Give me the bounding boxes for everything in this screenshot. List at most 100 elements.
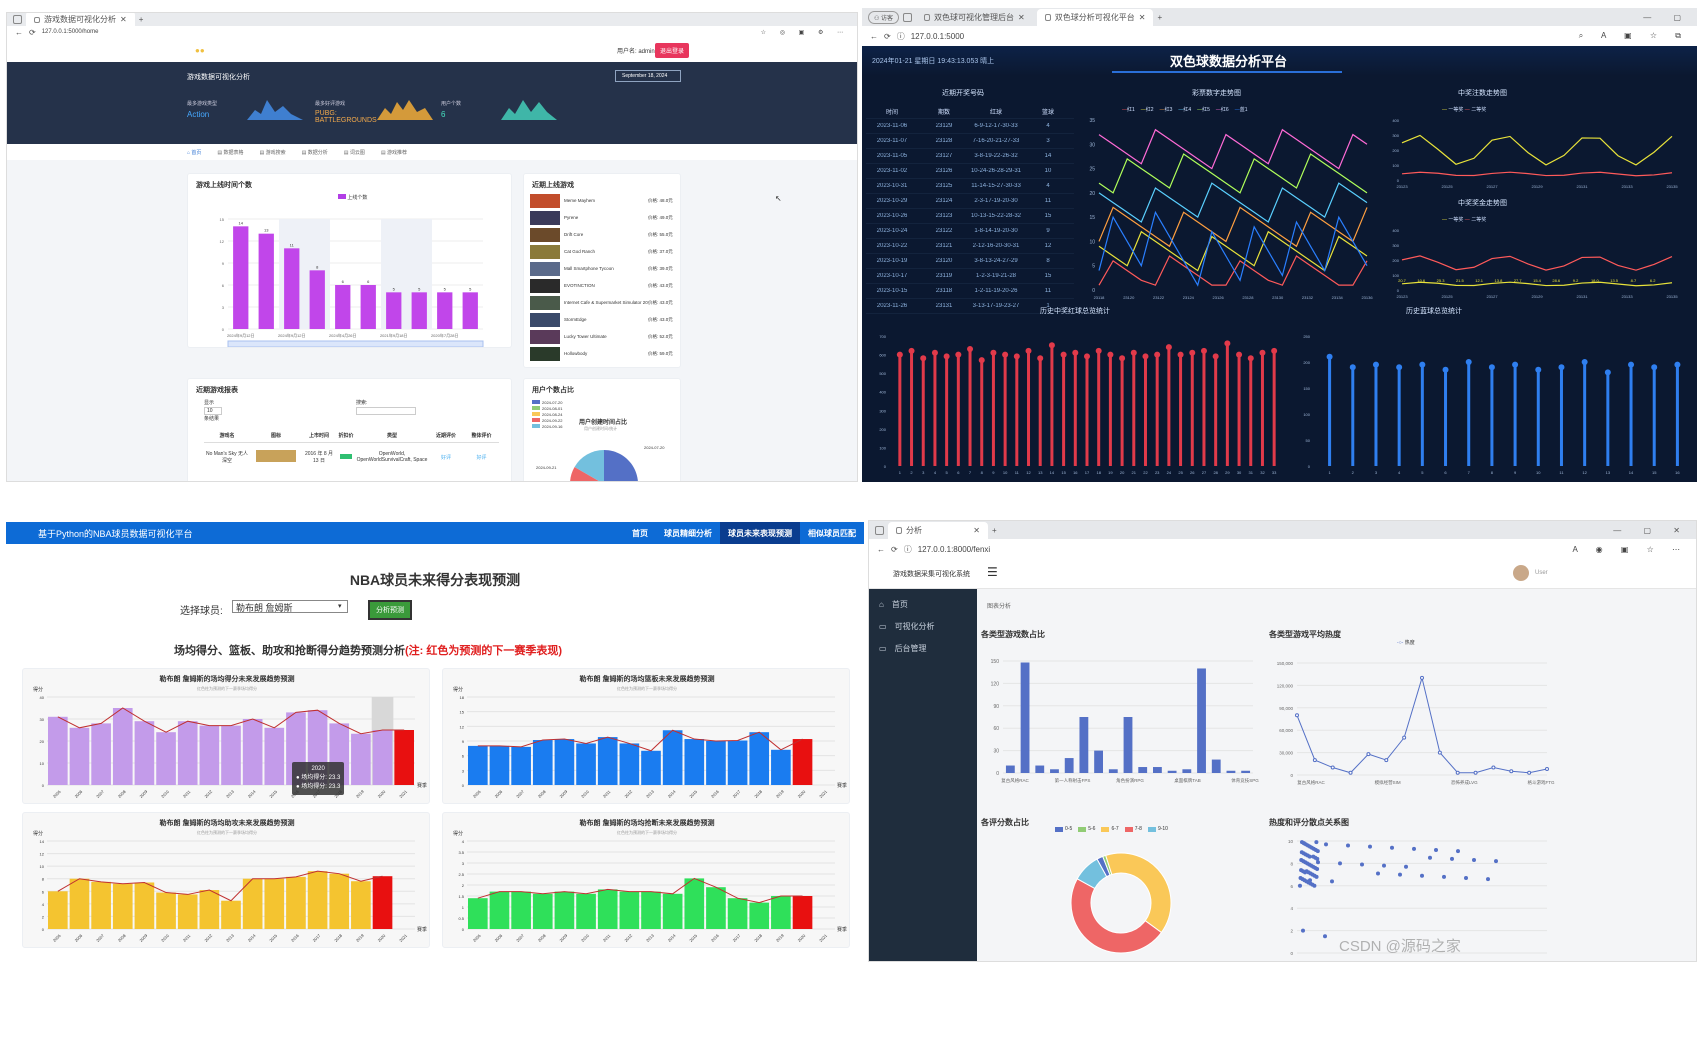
date-picker[interactable]: September 18, 2024	[615, 70, 681, 82]
legend-swatch	[532, 424, 540, 428]
list-item[interactable]: Mall Smartphone Tycoon 价格: 39.0元	[530, 260, 678, 277]
reload-icon[interactable]: ⟳	[884, 31, 891, 41]
back-icon[interactable]: ←	[870, 31, 878, 41]
table-row[interactable]: 2023-10-15 23118 1-2-11-19-20-26 11	[866, 284, 1074, 299]
new-tab-icon[interactable]: +	[138, 15, 144, 24]
reload-icon[interactable]: ⟳	[891, 544, 898, 554]
nav-analysis[interactable]: 球员精细分析	[664, 528, 712, 538]
q2-tab-2[interactable]: 双色球分析可视化平台 ✕	[1036, 8, 1154, 26]
back-icon[interactable]: ←	[877, 544, 885, 554]
q4-tab[interactable]: 分析 ✕	[888, 521, 988, 539]
data-point	[1330, 879, 1334, 884]
x-tick-label: 2020	[797, 932, 807, 942]
table-row[interactable]: 2023-10-24 23122 1-8-14-19-20-30 9	[866, 224, 1074, 239]
reload-icon[interactable]: ⟳	[29, 27, 36, 37]
profile-chip[interactable]: ⚇ 访客	[868, 10, 900, 24]
list-item[interactable]: Cat God Ranch 价格: 37.0元	[530, 243, 678, 260]
column-header: 图标	[270, 433, 281, 439]
tab-list-icon[interactable]	[903, 12, 913, 22]
table-row[interactable]: 2023-10-19 23120 3-8-13-24-27-29 8	[866, 254, 1074, 269]
tab-list-icon[interactable]	[875, 525, 884, 535]
table-row[interactable]: 2023-10-29 23124 2-3-17-19-20-30 11	[866, 194, 1074, 209]
table-cell: 2-3-17-19-20-30	[974, 198, 1018, 204]
x-tick-label: 21	[1132, 470, 1137, 475]
avatar[interactable]	[1513, 565, 1529, 581]
window-controls[interactable]: — ▢	[1643, 12, 1691, 22]
table-row[interactable]: 2023-11-07 23128 7-16-20-21-27-33 3	[866, 134, 1074, 149]
list-item[interactable]: Pyrene 价格: 49.0元	[530, 209, 678, 226]
list-item[interactable]: Internet Cafe & Supermarket Simulator 20…	[530, 294, 678, 311]
analyze-button[interactable]: 分析预测	[368, 600, 412, 620]
nav-home[interactable]: 首页	[632, 528, 648, 538]
sidebar-item-analysis[interactable]: ▭ 可视化分析	[869, 615, 977, 637]
bar	[619, 743, 640, 785]
search-input[interactable]	[356, 407, 416, 415]
window-controls[interactable]: — ▢ ✕	[1613, 525, 1690, 535]
per-page-select[interactable]: 10	[204, 407, 222, 415]
new-tab-icon[interactable]: +	[1157, 12, 1163, 22]
nav-item[interactable]: ⌂ 首页	[187, 149, 202, 156]
q4-user[interactable]: User	[1535, 570, 1548, 576]
table-row[interactable]: 2023-11-06 23129 6-9-12-17-30-33 4	[866, 119, 1074, 134]
new-tab-icon[interactable]: +	[992, 525, 997, 535]
q2-tabbar: ⚇ 访客 双色球可视化管理后台 ✕ 双色球分析可视化平台 ✕ + — ▢	[862, 8, 1697, 26]
y-tick-label: 0	[462, 783, 465, 788]
table-row[interactable]: 2023-11-05 23127 3-8-19-22-26-32 14	[866, 149, 1074, 164]
list-item[interactable]: Hollowbody 价格: 59.0元	[530, 345, 678, 362]
y-tick-label: 3.5	[458, 850, 464, 855]
x-tick-label: 22	[1143, 470, 1148, 475]
table-row[interactable]: No Man's Sky 无人深空 2016 年 8 月 13 日 OpenWorl…	[204, 443, 499, 471]
list-item[interactable]: Lucky Tower Ultimate 价格: 52.0元	[530, 328, 678, 345]
bar	[597, 737, 618, 785]
sidebar-item-home[interactable]: ⌂ 首页	[869, 593, 977, 615]
player-select[interactable]: 勒布朗 詹姆斯	[232, 600, 348, 613]
bar	[1020, 662, 1030, 773]
q2-url[interactable]: 127.0.0.1:5000	[910, 31, 965, 41]
chevron-down-icon[interactable]: ▾	[338, 603, 342, 610]
nav-item[interactable]: ▤ 数据分析	[301, 149, 328, 156]
nav-item[interactable]: ▤ 词云图	[343, 149, 365, 156]
sidebar-item-admin[interactable]: ▭ 后台管理	[869, 637, 977, 659]
nav-similar[interactable]: 相似球员匹配	[808, 528, 856, 538]
x-tick-label: 2012	[203, 788, 213, 798]
list-item[interactable]: Drift Core 价格: 55.0元	[530, 226, 678, 243]
list-item[interactable]: StormEdge 价格: 43.0元	[530, 311, 678, 328]
y-tick-label: 0.5	[458, 916, 464, 921]
table-row[interactable]: 2023-10-22 23121 2-12-16-20-30-31 12	[866, 239, 1074, 254]
table-row[interactable]: 2023-10-17 23119 1-2-3-19-21-28 15	[866, 269, 1074, 284]
table-cell	[250, 450, 302, 464]
data-point	[1368, 844, 1372, 849]
menu-icon[interactable]: ☰	[987, 565, 998, 579]
bar	[511, 746, 531, 785]
q2-prize-money-chart: 0 100 200 300 400 20.7 10.6 25.3 21.5 12.1 13.8 27.…	[1392, 228, 1678, 299]
q2-tab-1[interactable]: 双色球可视化管理后台 ✕	[916, 9, 1033, 26]
list-item[interactable]: Meme Mayhem 价格: 48.0元	[530, 192, 678, 209]
y-tick-label: 12	[460, 724, 465, 729]
close-icon[interactable]: ✕	[1018, 12, 1025, 22]
close-icon[interactable]: ✕	[1138, 12, 1146, 22]
back-icon[interactable]: ←	[15, 27, 23, 37]
logout-button[interactable]: 退出登录	[655, 43, 690, 58]
toolbar-icons: A ◉ ▣ ☆ ⋯	[1572, 544, 1688, 554]
q1-tab[interactable]: 游戏数据可视化分析 ✕	[26, 13, 135, 28]
nav-predict[interactable]: 球员未来表现预测	[720, 522, 800, 544]
x-tick-label: 8	[981, 470, 984, 475]
nav-item[interactable]: ▤ 游戏搜索	[259, 149, 286, 156]
nav-item[interactable]: ▤ 游戏推荐	[380, 149, 408, 156]
x-tick-label: 11	[1559, 470, 1564, 475]
zoom-slider	[227, 340, 484, 347]
close-icon[interactable]: ✕	[120, 15, 127, 24]
table-row[interactable]: 2023-11-26 23131 3-13-17-19-23-27 1	[866, 299, 1074, 314]
y-tick-label: 30	[993, 749, 999, 755]
table-row[interactable]: 2023-10-31 23125 11-14-15-27-30-33 4	[866, 179, 1074, 194]
list-item[interactable]: EVOTINCTION 价格: 43.0元	[530, 277, 678, 294]
bar-cap	[1119, 355, 1126, 362]
table-row[interactable]: 2023-10-26 23123 10-13-15-22-28-32 15	[866, 209, 1074, 224]
q4-url[interactable]: 127.0.0.1:8000/fenxi	[917, 544, 991, 554]
nav-item[interactable]: ▤ 数据表格	[217, 149, 244, 156]
data-point	[1324, 842, 1328, 847]
bar-cap	[955, 351, 962, 358]
table-row[interactable]: 2023-11-02 23126 10-24-26-28-29-31 10	[866, 164, 1074, 179]
close-icon[interactable]: ✕	[973, 525, 980, 535]
q1-url[interactable]: 127.0.0.1:5000/home	[41, 29, 99, 35]
